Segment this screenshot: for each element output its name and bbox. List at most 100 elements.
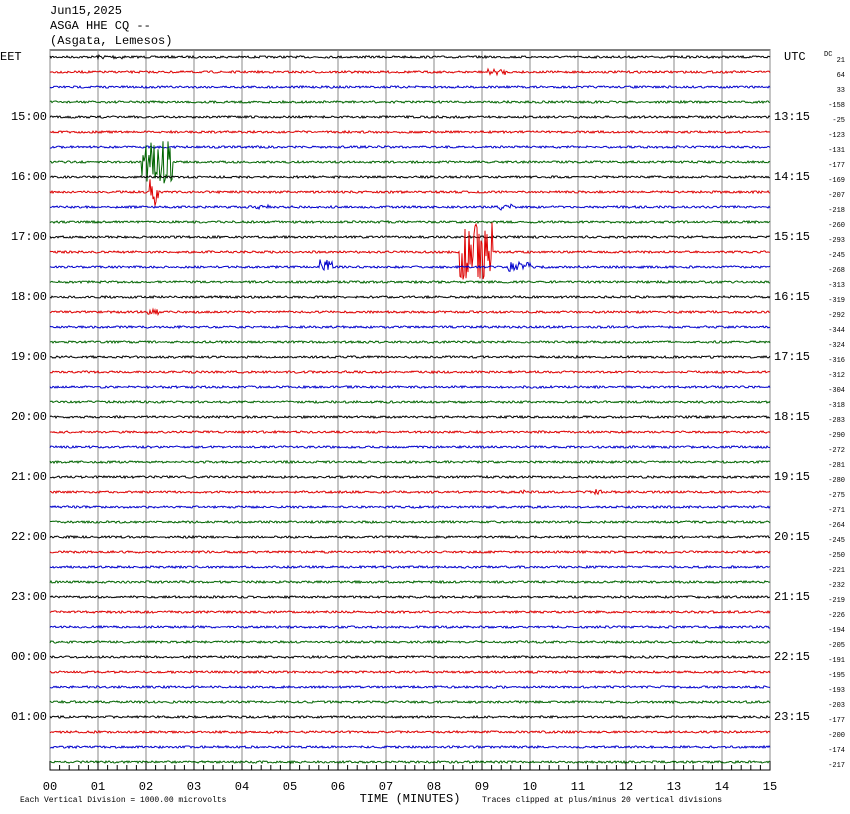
trace [49, 639, 771, 645]
trace [49, 67, 771, 77]
dc-offset: -264 [828, 522, 845, 530]
dc-offset: -218 [828, 207, 845, 215]
x-tick-label: 01 [91, 780, 105, 794]
clip-note: Traces clipped at plus/minus 20 vertical… [482, 796, 722, 805]
dc-offset: -232 [828, 582, 845, 590]
trace [50, 203, 771, 211]
left-time-label: 22:00 [11, 530, 47, 544]
x-tick-label: 04 [235, 780, 249, 794]
dc-offset: -293 [828, 237, 845, 245]
x-tick-label: 03 [187, 780, 201, 794]
left-time-label: 18:00 [11, 290, 47, 304]
trace [49, 684, 771, 690]
dc-offset: -158 [828, 102, 845, 110]
x-tick-label: 00 [43, 780, 57, 794]
dc-offset: -281 [828, 462, 845, 470]
dc-offset: -205 [828, 642, 845, 650]
dc-offset: -177 [828, 162, 845, 170]
dc-offset: -324 [828, 342, 845, 350]
trace [49, 141, 771, 184]
left-time-label: 17:00 [11, 230, 47, 244]
trace [49, 699, 771, 705]
dc-offset: -123 [828, 132, 845, 140]
trace [49, 414, 771, 420]
trace [49, 259, 771, 272]
dc-offset: -245 [828, 252, 845, 260]
dc-offset: -318 [828, 402, 845, 410]
x-axis-title: TIME (MINUTES) [360, 792, 461, 806]
dc-offset: -219 [828, 597, 845, 605]
left-time-label: 16:00 [11, 170, 47, 184]
dc-offset: 64 [837, 72, 845, 80]
dc-offset: -191 [828, 657, 845, 665]
dc-offset: -169 [828, 177, 845, 185]
x-tick-label: 15 [763, 780, 777, 794]
left-time-label: 00:00 [11, 650, 47, 664]
right-time-label: 18:15 [774, 410, 810, 424]
left-time-label: 01:00 [11, 710, 47, 724]
dc-offset: -195 [828, 672, 845, 680]
dc-offset: -221 [828, 567, 845, 575]
dc-offset: -250 [828, 552, 845, 560]
right-time-label: 23:15 [774, 710, 810, 724]
trace [49, 594, 771, 600]
dc-offset: -283 [828, 417, 845, 425]
dc-offset: -304 [828, 387, 845, 395]
dc-offset: -177 [828, 717, 845, 725]
x-tick-label: 11 [571, 780, 585, 794]
trace [49, 714, 771, 720]
dc-offset: -319 [828, 297, 845, 305]
trace [49, 399, 771, 405]
dc-offset: -271 [828, 507, 845, 515]
dc-offset: -290 [828, 432, 845, 440]
date: Jun15,2025 [50, 4, 122, 18]
trace [49, 99, 771, 105]
trace [49, 549, 771, 555]
trace [49, 489, 771, 496]
trace [49, 444, 771, 450]
trace [49, 129, 771, 135]
dc-offset: -194 [828, 627, 845, 635]
left-time-label: 23:00 [11, 590, 47, 604]
x-tick-label: 09 [475, 780, 489, 794]
trace [49, 294, 771, 300]
trace [49, 429, 771, 435]
trace [49, 114, 771, 120]
trace [49, 54, 771, 61]
dc-offset: -200 [828, 732, 845, 740]
x-tick-label: 02 [139, 780, 153, 794]
trace [49, 624, 771, 630]
trace [49, 144, 771, 150]
trace [49, 324, 771, 330]
dc-offset: -174 [828, 747, 845, 755]
trace [49, 744, 771, 750]
trace [49, 179, 771, 206]
trace [49, 174, 771, 180]
dc-offset: -25 [832, 117, 845, 125]
dc-offset: 33 [837, 87, 845, 95]
dc-offset: -245 [828, 537, 845, 545]
x-tick-label: 10 [523, 780, 537, 794]
right-time-label: 19:15 [774, 470, 810, 484]
right-time-label: 13:15 [774, 110, 810, 124]
dc-offset: -344 [828, 327, 845, 335]
dc-offset: -280 [828, 477, 845, 485]
dc-label: DC [824, 51, 832, 59]
trace [49, 279, 771, 285]
trace [49, 234, 771, 240]
trace [49, 354, 771, 360]
dc-offset: -268 [828, 267, 845, 275]
station: ASGA HHE CQ -- [50, 19, 151, 33]
left-time-label: 15:00 [11, 110, 47, 124]
right-time-label: 17:15 [774, 350, 810, 364]
right-time-label: 16:15 [774, 290, 810, 304]
trace [49, 759, 771, 765]
dc-offset: -292 [828, 312, 845, 320]
trace [49, 729, 771, 735]
x-tick-label: 08 [427, 780, 441, 794]
right-time-label: 22:15 [774, 650, 810, 664]
trace [49, 534, 771, 540]
trace [49, 474, 771, 480]
trace [49, 384, 771, 390]
